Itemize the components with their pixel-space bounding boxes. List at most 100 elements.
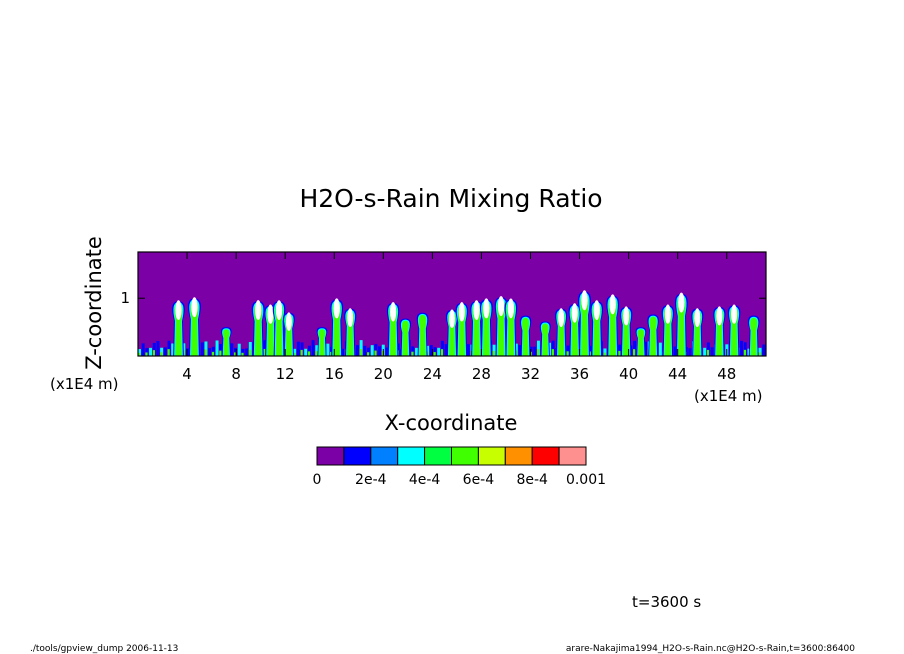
rain-speckle-core — [138, 352, 141, 356]
x-tick-label: 48 — [717, 365, 736, 383]
colorbar — [316, 446, 587, 466]
rain-speckle — [633, 340, 636, 356]
colorbar-swatch — [531, 446, 560, 466]
rain-cell-peak — [255, 300, 262, 321]
rain-speckle — [673, 346, 677, 356]
rain-speckle — [367, 347, 370, 356]
x-tick-label: 4 — [182, 365, 192, 383]
rain-cell-high — [637, 329, 645, 356]
rain-cell-high — [649, 316, 657, 356]
rain-speckle — [219, 344, 223, 356]
rain-cell-peak — [449, 309, 455, 329]
rain-speckle — [706, 342, 710, 356]
colorbar-swatch — [424, 446, 453, 466]
rain-speckle-core — [566, 351, 569, 356]
rain-speckle — [307, 345, 311, 356]
rain-speckle — [426, 345, 430, 356]
rain-speckle — [536, 340, 540, 356]
rain-speckle — [182, 343, 186, 356]
rain-speckle — [171, 343, 175, 356]
x-tick-label: 24 — [423, 365, 442, 383]
rain-speckle — [618, 344, 622, 356]
footer-left: ./tools/gpview_dump 2006-11-13 — [30, 644, 178, 654]
rain-speckle — [492, 344, 496, 356]
rain-speckle — [514, 343, 518, 356]
rain-speckle — [248, 342, 252, 356]
rain-speckle — [529, 346, 533, 356]
rain-cell-peak — [664, 304, 671, 324]
rain-cell-peak — [678, 292, 685, 313]
rain-cell-peak — [507, 298, 515, 319]
rain-speckle-core — [743, 349, 747, 356]
rain-speckle — [204, 341, 208, 356]
rain-speckle — [370, 345, 374, 356]
rain-speckle-core — [492, 350, 495, 356]
rain-speckle — [658, 342, 662, 356]
rain-speckle — [758, 347, 762, 356]
rain-cell-peak — [716, 306, 723, 326]
rain-speckle-core — [433, 352, 436, 356]
rain-speckle — [415, 347, 419, 356]
chart-title: H2O-s-Rain Mixing Ratio — [299, 184, 602, 213]
rain-speckle-core — [411, 351, 414, 356]
z-axis-label: Z-coordinate — [82, 236, 106, 370]
x-tick-label: 36 — [570, 365, 589, 383]
rain-speckle — [411, 346, 415, 356]
rain-speckle — [160, 347, 164, 356]
rain-speckle-core — [440, 349, 444, 356]
colorbar-swatch — [477, 446, 506, 466]
rain-speckle — [551, 340, 555, 356]
rain-speckle — [374, 343, 378, 356]
rain-speckle-core — [706, 349, 710, 356]
rain-speckle — [311, 340, 315, 356]
rain-cell-peak — [333, 298, 340, 319]
colorbar-swatch — [316, 446, 345, 466]
rain-speckle-core — [248, 349, 252, 356]
rain-speckle-core — [204, 349, 207, 356]
rain-speckle-core — [758, 352, 761, 356]
rain-speckle — [245, 348, 249, 356]
rain-speckle — [743, 342, 747, 356]
rain-speckle — [215, 340, 219, 356]
rain-speckle-core — [211, 351, 215, 356]
rain-cell-high — [750, 317, 758, 356]
rain-speckle — [234, 347, 238, 356]
rain-speckle-core — [241, 352, 244, 356]
rain-cell-high — [580, 293, 589, 356]
x-axis-label: X-coordinate — [385, 411, 518, 435]
x-tick-label: 32 — [521, 365, 540, 383]
rain-speckle — [141, 343, 145, 356]
rain-speckle — [156, 341, 160, 356]
rain-cell-peak — [191, 297, 198, 318]
rain-speckle — [363, 345, 367, 356]
colorbar-label: 4e-4 — [409, 472, 441, 488]
colorbar-label: 2e-4 — [355, 472, 387, 488]
colorbar-labels: 0 2e-4 4e-4 6e-4 8e-4 0.001 — [313, 472, 607, 488]
rain-speckle — [355, 345, 359, 356]
rain-speckle-core — [263, 348, 266, 356]
rain-speckle — [263, 340, 267, 356]
rain-speckle — [200, 342, 204, 356]
rain-cell-peak — [275, 300, 283, 320]
x-tick-label: 16 — [325, 365, 344, 383]
colorbar-swatch — [451, 446, 479, 466]
rain-speckle-core — [551, 349, 554, 356]
rain-cell-high — [541, 323, 549, 356]
rain-speckle — [433, 347, 437, 356]
x-tick-label: 8 — [231, 365, 241, 383]
rain-cell-peak — [473, 300, 480, 320]
z-ticks: 1 — [120, 289, 766, 307]
rain-speckle-core — [374, 350, 377, 356]
rain-speckle — [145, 348, 149, 356]
rain-speckle — [533, 346, 537, 356]
rain-speckle — [688, 348, 692, 356]
rain-speckle-core — [167, 349, 170, 356]
x-tick-label: 12 — [276, 365, 295, 383]
rain-speckle-core — [536, 349, 540, 356]
rain-cell-high — [318, 329, 326, 356]
colorbar-label: 0.001 — [566, 472, 606, 488]
x-tick-label: 44 — [668, 365, 687, 383]
rain-speckle — [588, 345, 592, 356]
rain-cell-peak — [458, 302, 465, 322]
